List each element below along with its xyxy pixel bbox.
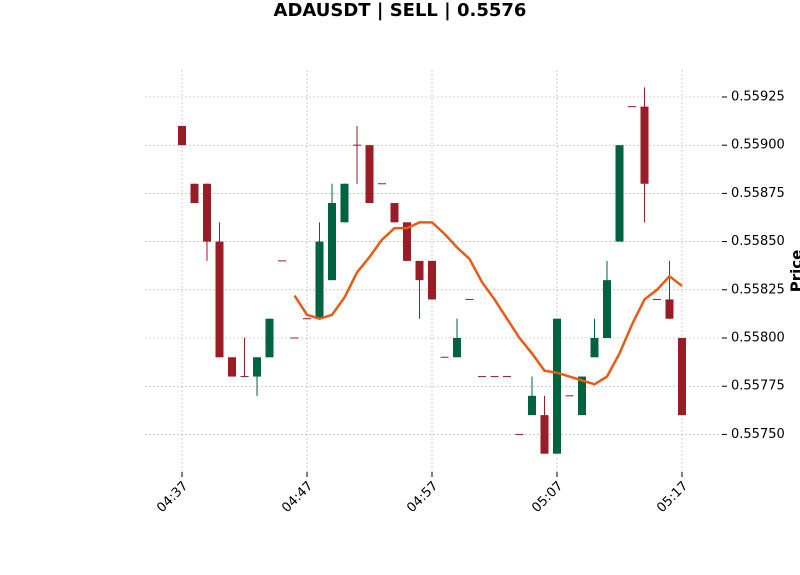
candle-body — [265, 318, 274, 358]
candle-body — [540, 415, 549, 454]
x-tick-label: 05:07 — [529, 479, 566, 516]
candle-body — [603, 280, 611, 338]
candle-body — [228, 357, 236, 377]
y-axis-label: Price — [788, 250, 800, 293]
x-tick-label: 05:17 — [654, 479, 691, 516]
x-tick-label: 04:37 — [154, 479, 191, 516]
y-tick-label: 0.55775 — [731, 379, 785, 394]
x-tick-label: 04:57 — [404, 479, 441, 516]
y-tick-label: 0.55800 — [731, 331, 785, 346]
candle-body — [403, 222, 411, 261]
candle-body — [315, 241, 324, 319]
candle-body — [678, 338, 686, 416]
candle-body — [528, 395, 536, 416]
candle-body — [178, 125, 186, 146]
y-tick-label: 0.55925 — [731, 89, 785, 104]
candle-body — [253, 357, 261, 377]
candle-body — [665, 299, 674, 319]
candle-body — [365, 145, 374, 204]
y-tick-label: 0.55750 — [731, 427, 785, 442]
y-tick-label: 0.55875 — [731, 186, 785, 201]
candle-body — [578, 376, 586, 416]
candle-body — [215, 241, 224, 358]
y-tick-label: 0.55825 — [731, 282, 785, 297]
chart-title: ADAUSDT | SELL | 0.5576 — [274, 0, 527, 21]
candle-body — [615, 145, 624, 242]
candle-body — [428, 260, 436, 300]
y-tick-label: 0.55900 — [731, 138, 785, 153]
candle-body — [453, 338, 461, 358]
moving-average-line — [293, 221, 683, 386]
x-tick-label: 04:47 — [279, 479, 316, 516]
candle-body — [328, 203, 336, 281]
candle-body — [203, 183, 211, 242]
candle-body — [340, 183, 349, 223]
candle-body — [190, 183, 199, 204]
candle-body — [390, 203, 399, 223]
candle-body — [415, 260, 424, 281]
y-tick-label: 0.55850 — [731, 234, 785, 249]
candle-body — [553, 318, 561, 454]
candle-body — [590, 338, 599, 358]
candle-body — [640, 106, 649, 184]
